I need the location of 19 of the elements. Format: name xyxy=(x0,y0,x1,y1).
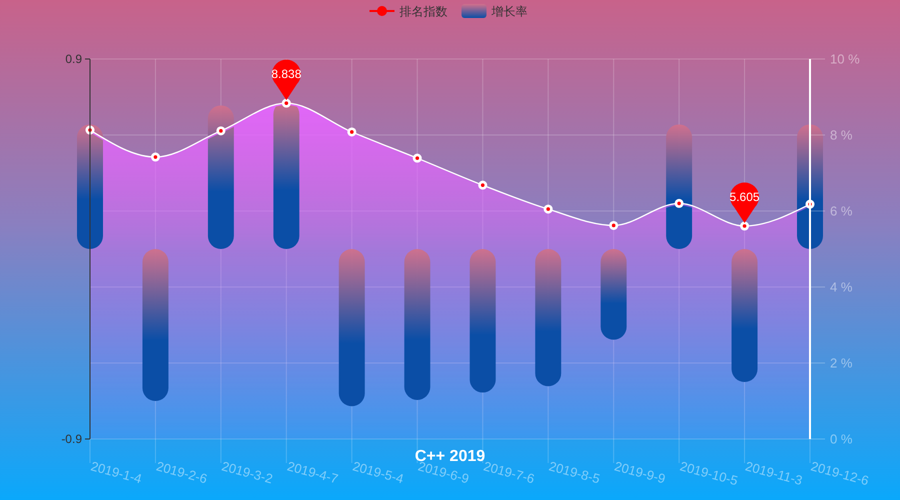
y-tick-label: -0.9 xyxy=(61,432,82,446)
x-tick-label: 2019-5-4 xyxy=(351,458,406,486)
x-tick-label: 2019-4-7 xyxy=(286,458,340,486)
y-tick-label: 0.9 xyxy=(65,52,82,66)
x-tick-label: 2019-8-5 xyxy=(547,458,602,486)
y2-tick-label: 4 % xyxy=(830,280,853,294)
y2-tick-label: 2 % xyxy=(830,356,853,370)
legend-label: 排名指数 xyxy=(400,4,448,18)
x-tick-label: 2019-9-9 xyxy=(612,458,668,486)
y2-tick-label: 0 % xyxy=(830,432,853,446)
y2-tick-label: 6 % xyxy=(830,204,853,218)
y2-tick-label: 10 % xyxy=(830,52,860,66)
x-tick-label: 2019-3-2 xyxy=(220,458,274,486)
x-tick-label: 2019-1-4 xyxy=(89,458,144,486)
y2-tick-label: 8 % xyxy=(830,128,853,142)
legend-label: 增长率 xyxy=(490,4,528,18)
data-label: 5.605 xyxy=(730,190,760,204)
data-label: 8.838 xyxy=(271,67,302,82)
x-tick-label: 2019-2-6 xyxy=(154,458,209,486)
